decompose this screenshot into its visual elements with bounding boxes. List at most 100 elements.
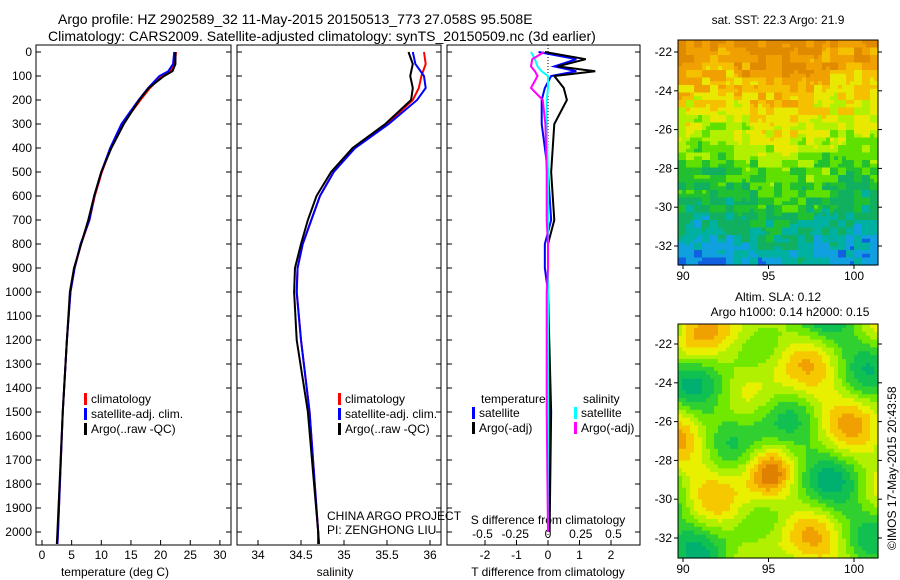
map-cell	[730, 186, 735, 191]
map-cell	[734, 538, 739, 543]
map-cell	[714, 103, 719, 109]
map-cell	[742, 394, 747, 399]
map-cell	[782, 197, 787, 202]
map-cell	[758, 62, 763, 67]
map-cell	[774, 62, 779, 67]
map-cell	[842, 137, 847, 142]
map-cell	[758, 130, 763, 135]
map-cell	[706, 444, 711, 450]
map-cell	[818, 103, 823, 109]
map-cell	[874, 100, 879, 105]
map-cell	[730, 175, 735, 180]
map-cell	[806, 253, 811, 259]
map-cell	[822, 208, 827, 214]
map-cell	[734, 201, 739, 206]
map-cell	[766, 491, 771, 497]
map-cell	[690, 163, 695, 169]
map-cell	[778, 550, 783, 555]
map-cell	[738, 444, 743, 450]
map-cell	[758, 343, 763, 348]
map-cell	[766, 118, 771, 124]
map-cell	[702, 261, 707, 266]
map-cell	[758, 205, 763, 210]
map-cell	[866, 261, 871, 266]
x-tick-label: 35.5	[375, 548, 399, 562]
map-cell	[710, 472, 715, 477]
map-cell	[854, 51, 859, 56]
map-cell	[854, 137, 859, 142]
map-cell	[706, 103, 711, 109]
map-cell	[726, 115, 731, 120]
map-cell	[866, 103, 871, 109]
map-cell	[774, 70, 779, 75]
map-cell	[706, 208, 711, 214]
map-cell	[758, 43, 763, 49]
map-cell	[862, 212, 867, 217]
map-cell	[818, 152, 823, 157]
map-cell	[726, 413, 731, 419]
map-cell	[786, 425, 791, 430]
map-cell	[702, 554, 707, 559]
map-cell	[690, 522, 695, 528]
map-cell	[770, 238, 775, 244]
map-cell	[758, 499, 763, 504]
map-cell	[694, 402, 699, 407]
map-cell	[814, 66, 819, 71]
map-cell	[782, 452, 787, 458]
map-cell	[766, 546, 771, 551]
map-cell	[822, 190, 827, 195]
map-cell	[806, 231, 811, 236]
map-cell	[746, 363, 751, 368]
map-cell	[762, 111, 767, 116]
map-cell	[758, 448, 763, 454]
map-cell	[750, 201, 755, 206]
map-cell	[734, 118, 739, 124]
map-cell	[690, 238, 695, 244]
map-cell	[818, 111, 823, 116]
map-cell	[810, 92, 815, 97]
map-cell	[810, 201, 815, 206]
map-cell	[710, 519, 715, 524]
map-cell	[726, 327, 731, 333]
map-cell	[714, 448, 719, 454]
map-cell	[718, 77, 723, 82]
map-cell	[786, 335, 791, 341]
map-cell	[746, 324, 751, 329]
map-cell	[810, 257, 815, 262]
map-cell	[714, 359, 719, 364]
map-cell	[782, 212, 787, 217]
map-cell	[762, 499, 767, 504]
map-cell	[778, 167, 783, 172]
map-cell	[682, 343, 687, 348]
map-cell	[730, 253, 735, 259]
map-cell	[842, 43, 847, 49]
map-cell	[834, 111, 839, 116]
map-cell	[774, 231, 779, 236]
map-cell	[866, 197, 871, 202]
map-cell	[722, 324, 727, 329]
map-cell	[678, 550, 683, 555]
map-cell	[866, 242, 871, 247]
map-cell	[750, 546, 755, 551]
map-cell	[790, 417, 795, 423]
map-cell	[758, 51, 763, 56]
map-cell	[726, 351, 731, 356]
map-cell	[702, 51, 707, 56]
map-cell	[718, 212, 723, 217]
map-cell	[678, 145, 683, 150]
map-cell	[678, 246, 683, 251]
map-cell	[722, 515, 727, 520]
map-cell	[810, 242, 815, 247]
map-cell	[782, 216, 787, 221]
map-cell	[814, 216, 819, 221]
map-cell	[694, 55, 699, 60]
map-cell	[778, 355, 783, 360]
map-cell	[810, 133, 815, 139]
map-cell	[750, 137, 755, 142]
map-cell	[850, 253, 855, 259]
map-cell	[798, 197, 803, 202]
map-cell	[822, 197, 827, 202]
map-cell	[770, 103, 775, 109]
y-tick-label: 2000	[5, 525, 32, 539]
map-cell	[686, 171, 691, 176]
